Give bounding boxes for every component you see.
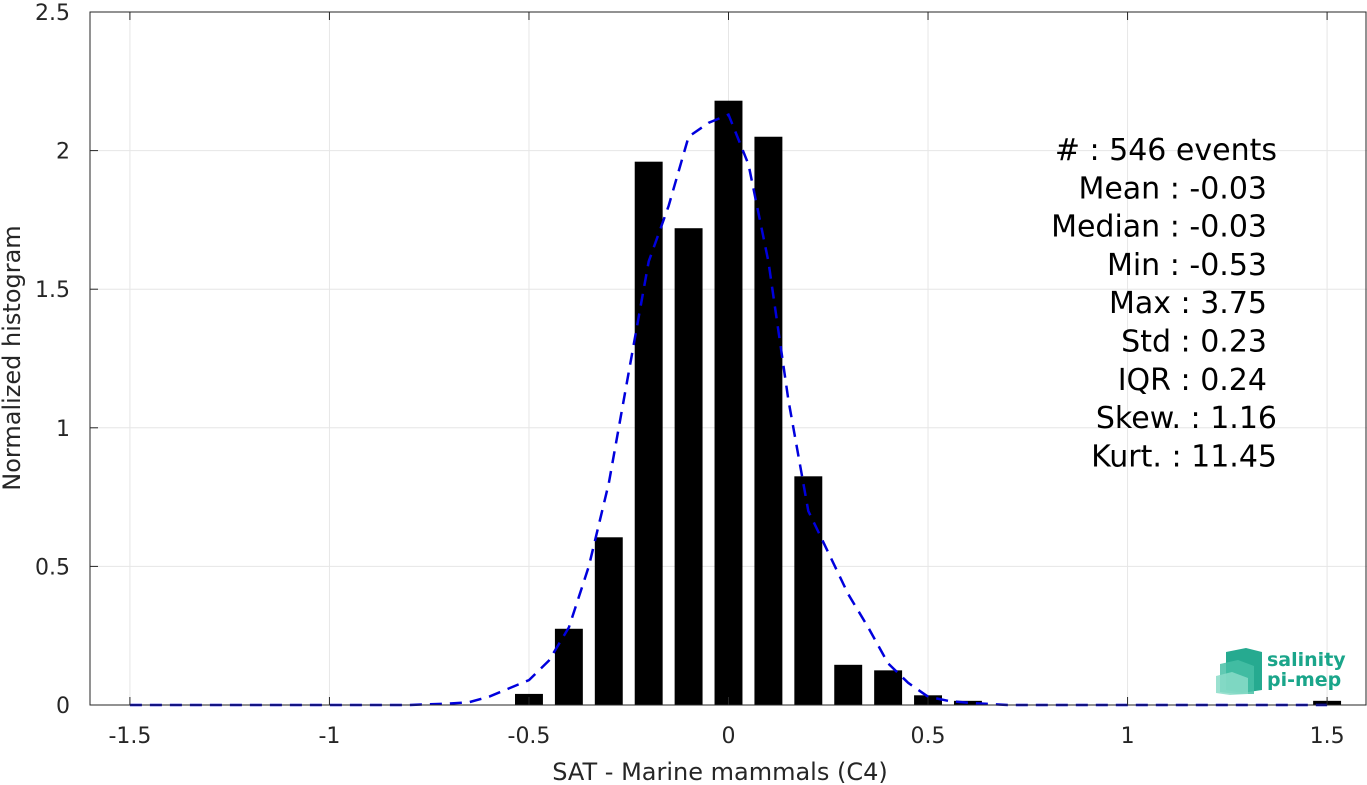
- fit-curve: [129, 112, 1328, 707]
- stats-line: # : 546 events: [1055, 133, 1277, 168]
- y-tick-label: 1.5: [35, 278, 70, 303]
- bar: [714, 100, 743, 706]
- wave-icon: [1216, 648, 1262, 695]
- x-tick-label: 0: [722, 724, 736, 749]
- x-axis-ticks: -1.5 -1 -0.5 0 0.5 1 1.5: [108, 12, 1345, 749]
- stats-line: Max : 3.75: [1109, 286, 1267, 321]
- y-tick-label: 0.5: [35, 555, 70, 580]
- logo-line-2: pi-mep: [1267, 669, 1341, 691]
- x-tick-label: 1: [1121, 724, 1135, 749]
- y-tick-label: 2.5: [35, 1, 70, 26]
- stats-line: Skew. : 1.16: [1096, 401, 1277, 436]
- histogram-bars: [515, 100, 1342, 706]
- stats-line: Kurt. : 11.45: [1091, 439, 1277, 474]
- stats-line: IQR : 0.24: [1118, 363, 1267, 398]
- x-tick-label: 0.5: [911, 724, 946, 749]
- bar: [834, 664, 863, 705]
- bar: [554, 628, 583, 705]
- stats-line: Min : -0.53: [1107, 248, 1267, 283]
- logo-line-1: salinity: [1267, 649, 1346, 671]
- bar: [953, 700, 982, 705]
- salinity-pimep-logo: salinity pi-mep: [1216, 648, 1346, 695]
- x-tick-label: 1.5: [1310, 724, 1345, 749]
- y-tick-label: 2: [56, 140, 70, 165]
- bar: [754, 136, 783, 706]
- x-tick-label: -0.5: [508, 724, 551, 749]
- bar: [794, 476, 823, 705]
- y-axis-ticks: 0 0.5 1 1.5 2 2.5: [35, 1, 98, 719]
- stats-line: Median : -0.03: [1051, 210, 1267, 245]
- x-tick-label: -1.5: [108, 724, 151, 749]
- stats-line: Mean : -0.03: [1078, 171, 1267, 206]
- bar: [594, 537, 623, 705]
- bar: [674, 228, 703, 705]
- x-tick-label: -1: [318, 724, 340, 749]
- x-axis-label: SAT - Marine mammals (C4): [552, 758, 887, 785]
- bar: [874, 670, 903, 705]
- y-axis-label: Normalized histogram: [0, 225, 26, 490]
- y-tick-label: 1: [56, 417, 70, 442]
- y-tick-label: 0: [56, 694, 70, 719]
- bar: [634, 161, 663, 706]
- stats-line: Std : 0.23: [1121, 325, 1267, 360]
